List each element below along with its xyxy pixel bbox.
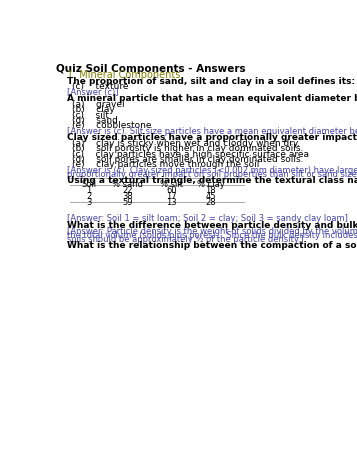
Text: 60: 60 xyxy=(167,186,177,195)
Text: 1: 1 xyxy=(86,186,91,195)
Text: 1. Mineral Components: 1. Mineral Components xyxy=(67,70,180,80)
Text: Quiz Soil Components - Answers: Quiz Soil Components - Answers xyxy=(56,64,245,74)
Text: 18: 18 xyxy=(205,186,216,195)
Text: (b)    clay: (b) clay xyxy=(72,105,115,114)
Text: Soil: Soil xyxy=(81,180,96,189)
Text: % silt: % silt xyxy=(160,180,183,189)
Text: 22: 22 xyxy=(122,186,133,195)
Text: Clay sized particles have a proportionally greater impact on soil properties tha: Clay sized particles have a proportional… xyxy=(67,134,357,142)
Text: A mineral particle that has a mean equivalent diameter between 0.05 - 0.002 mm i: A mineral particle that has a mean equiv… xyxy=(67,94,357,103)
Text: 3: 3 xyxy=(86,198,92,207)
Text: soils should be approximately ½ of the particle density.]: soils should be approximately ½ of the p… xyxy=(67,235,303,244)
Text: 17: 17 xyxy=(167,192,177,201)
Text: (a)    clay is sticky when wet and cloddy when dry.: (a) clay is sticky when wet and cloddy w… xyxy=(72,139,300,148)
Text: proportionally greater impact on soil properties than silt or sand sized particl: proportionally greater impact on soil pr… xyxy=(67,170,357,179)
Text: 2: 2 xyxy=(86,192,91,201)
Text: What is the difference between particle density and bulk density of soils?: What is the difference between particle … xyxy=(67,220,357,230)
Text: % clay: % clay xyxy=(197,180,225,189)
Text: 13: 13 xyxy=(167,198,177,207)
Text: 28: 28 xyxy=(205,198,216,207)
Text: [Answer (c)]: [Answer (c)] xyxy=(67,88,118,97)
Text: the total volume (solids plus pores).   Since the bulk density includes pore spa: the total volume (solids plus pores). Si… xyxy=(67,231,357,240)
Text: What is the relationship between the compaction of a soil and its bulk density?: What is the relationship between the com… xyxy=(67,241,357,250)
Text: [Answer: Soil 1 = silt loam; Soil 2 = clay; Soil 3 = sandy clay loam]: [Answer: Soil 1 = silt loam; Soil 2 = cl… xyxy=(67,214,348,224)
Text: (a)    gravel: (a) gravel xyxy=(72,100,125,109)
Text: (b)    soil porosity is higher in clay dominated soils.: (b) soil porosity is higher in clay domi… xyxy=(72,144,304,153)
Text: (d)    sand: (d) sand xyxy=(72,116,118,125)
Text: (e)    cobblestone: (e) cobblestone xyxy=(72,121,152,130)
Text: The proportion of sand, silt and clay in a soil defines its:: The proportion of sand, silt and clay in… xyxy=(67,77,355,86)
Text: 45: 45 xyxy=(205,192,216,201)
Text: 59: 59 xyxy=(122,198,133,207)
Text: Using a textural triangle, determine the textural class name for three soils wit: Using a textural triangle, determine the… xyxy=(67,176,357,185)
Text: % sand: % sand xyxy=(112,180,143,189)
Text: [Answer is (c). Clay sized particles (<0.002 mm diameter) have large surface are: [Answer is (c). Clay sized particles (<0… xyxy=(67,166,357,175)
Text: 38: 38 xyxy=(122,192,133,201)
Text: [Answer: Particle density is the weight of solids divided by the volume of solid: [Answer: Particle density is the weight … xyxy=(67,226,357,236)
Text: (c)    clay particles have a high specific surface area: (c) clay particles have a high specific … xyxy=(72,150,309,159)
Text: (c)    texture: (c) texture xyxy=(72,83,129,91)
Text: [Answer is (c). Silt size particles have a mean equivalent diameter between 0.05: [Answer is (c). Silt size particles have… xyxy=(67,128,357,136)
Text: (d)    soil pores are smaller in clay dominated soils.: (d) soil pores are smaller in clay domin… xyxy=(72,155,304,164)
Text: (e)    clay particles move through the soil: (e) clay particles move through the soil xyxy=(72,160,260,170)
Text: (c)    silt: (c) silt xyxy=(72,110,109,120)
